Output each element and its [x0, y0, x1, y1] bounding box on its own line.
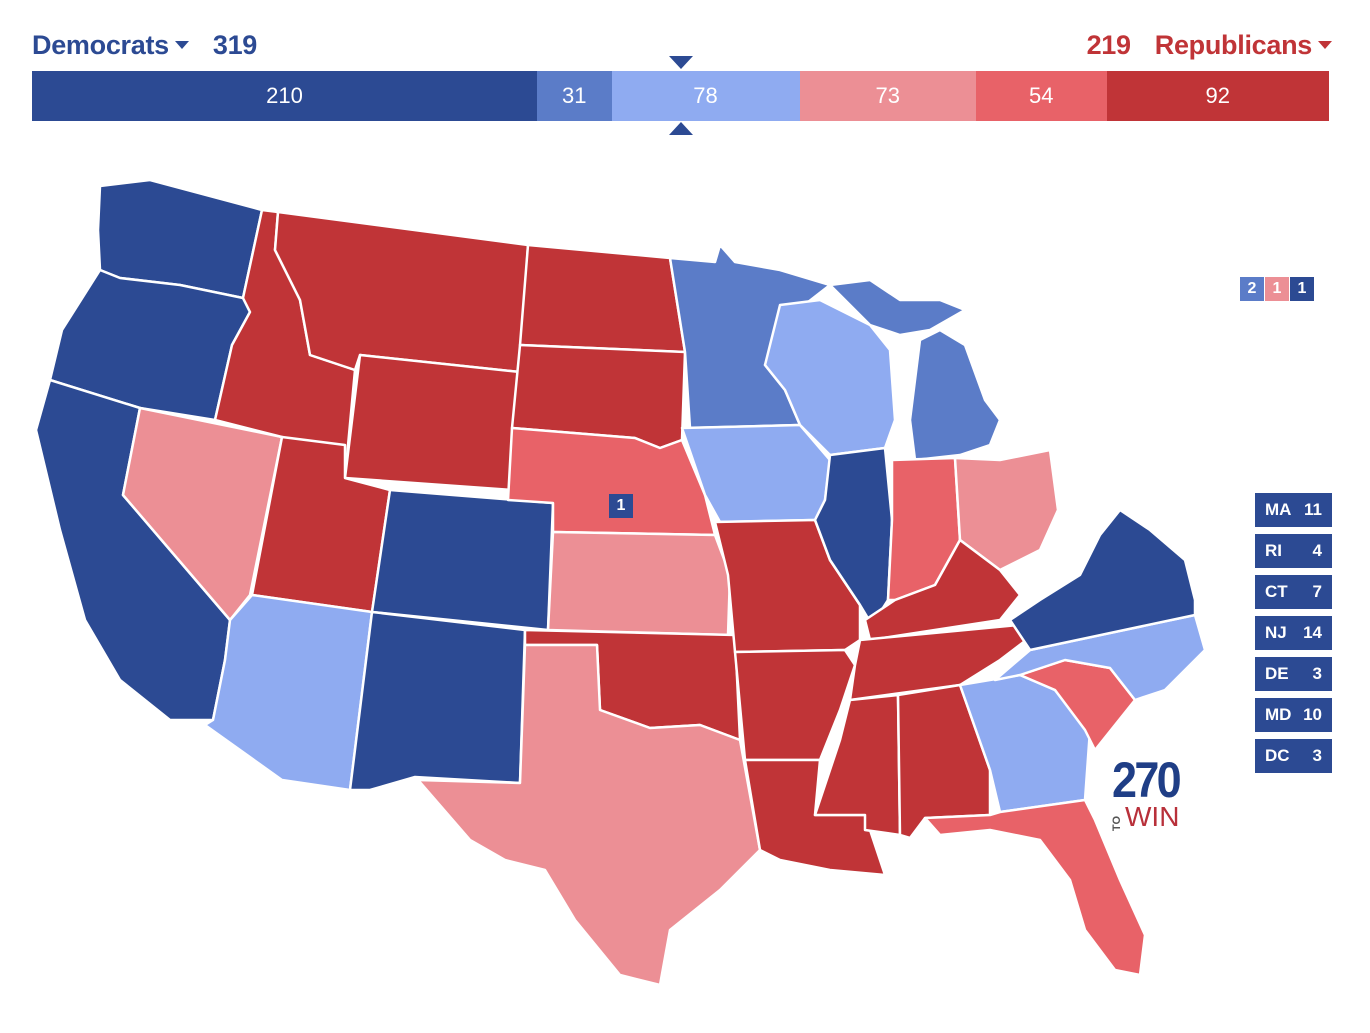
republicans-total: 219 — [1086, 30, 1131, 60]
small-state-ev: 7 — [1312, 582, 1322, 601]
state-MI[interactable] — [908, 328, 1002, 462]
republicans-header: 219 Republicans — [1087, 30, 1332, 61]
state-AZ[interactable] — [203, 593, 374, 792]
me-statewide-box[interactable]: 2 — [1240, 277, 1264, 301]
small-state-NJ[interactable]: NJ 14 — [1255, 616, 1332, 650]
small-state-ev: 3 — [1312, 746, 1322, 765]
caret-down-icon — [174, 40, 189, 49]
small-state-MA[interactable]: MA 11 — [1255, 493, 1332, 527]
small-state-CT[interactable]: CT 7 — [1255, 575, 1332, 609]
bar-segment-likely-rep[interactable]: 54 — [976, 71, 1107, 121]
bar-segment-safe-dem[interactable]: 210 — [32, 71, 537, 121]
state-KS[interactable] — [546, 530, 732, 637]
democrats-total: 319 — [212, 30, 258, 60]
electoral-vote-bar: 210 31 78 73 54 92 — [32, 71, 1332, 121]
republicans-label: Republicans — [1154, 30, 1313, 60]
bar-segment-likely-dem[interactable]: 31 — [537, 71, 612, 121]
state-TX[interactable] — [416, 643, 762, 987]
ne-district-box[interactable]: 1 — [609, 494, 633, 518]
bar-segment-lean-dem[interactable]: 78 — [611, 71, 800, 121]
state-NM[interactable] — [348, 610, 527, 792]
bar-segment-lean-rep[interactable]: 73 — [799, 71, 976, 121]
small-state-abbr: MD — [1265, 705, 1292, 724]
logo-win: WIN — [1125, 801, 1180, 832]
state-CO[interactable] — [370, 488, 555, 632]
small-state-abbr: DC — [1265, 746, 1290, 765]
state-NE[interactable] — [506, 426, 717, 537]
small-state-ev: 11 — [1304, 500, 1322, 519]
small-state-abbr: CT — [1265, 582, 1288, 601]
small-state-ev: 10 — [1303, 705, 1322, 724]
state-FL[interactable] — [923, 798, 1147, 977]
small-state-abbr: DE — [1265, 664, 1289, 683]
democrats-dropdown[interactable]: Democrats — [32, 30, 197, 60]
democrats-header: Democrats 319 — [32, 30, 257, 61]
small-state-ev: 14 — [1303, 623, 1322, 642]
small-state-RI[interactable]: RI 4 — [1255, 534, 1332, 568]
bar-segment-safe-rep[interactable]: 92 — [1106, 71, 1329, 121]
logo-to: TO — [1111, 815, 1123, 831]
small-state-DC[interactable]: DC 3 — [1255, 739, 1332, 773]
270towin-logo: 270 TO WIN — [1111, 752, 1192, 832]
me-district-1-box[interactable]: 1 — [1265, 277, 1289, 301]
270-marker-bottom-icon — [669, 122, 693, 135]
small-state-ev: 4 — [1312, 541, 1322, 560]
state-MT[interactable] — [273, 210, 530, 374]
state-IL[interactable] — [813, 446, 894, 627]
small-state-abbr: MA — [1265, 500, 1292, 519]
small-state-MD[interactable]: MD 10 — [1255, 698, 1332, 732]
270-marker-top-icon — [669, 56, 693, 69]
state-MI-upper[interactable] — [828, 278, 967, 337]
state-KY[interactable] — [863, 538, 1022, 642]
state-LA[interactable] — [743, 758, 887, 877]
small-state-abbr: NJ — [1265, 623, 1287, 642]
state-WY[interactable] — [343, 353, 522, 492]
state-ND[interactable] — [518, 243, 687, 354]
state-VA[interactable] — [1008, 508, 1197, 652]
small-state-ev: 3 — [1312, 664, 1322, 683]
me-district-2-box[interactable]: 1 — [1290, 277, 1314, 301]
state-AR[interactable] — [733, 648, 857, 762]
small-state-DE[interactable]: DE 3 — [1255, 657, 1332, 691]
caret-down-icon — [1318, 40, 1332, 49]
logo-number: 270 — [1112, 752, 1182, 808]
democrats-label: Democrats — [32, 30, 169, 60]
small-state-abbr: RI — [1265, 541, 1282, 560]
republicans-dropdown[interactable]: Republicans — [1155, 30, 1332, 60]
